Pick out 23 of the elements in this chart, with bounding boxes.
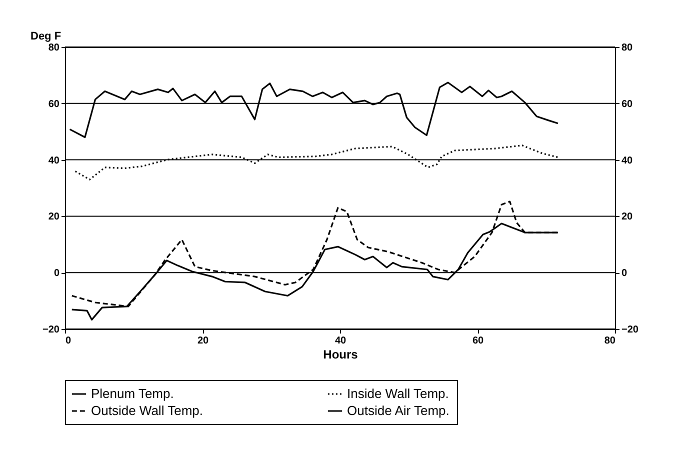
legend-label: Outside Air Temp. xyxy=(347,403,450,418)
legend-label: Plenum Temp. xyxy=(91,386,174,401)
y2-tick-label: 20 xyxy=(622,212,634,223)
y-tick-label: 80 xyxy=(48,42,60,54)
x-tick-label: 20 xyxy=(197,336,209,346)
x-tick-label: 0 xyxy=(66,336,72,346)
y2-tick-label: −20 xyxy=(622,324,639,336)
y-tick-label: 20 xyxy=(48,212,60,223)
y-tick-label: 0 xyxy=(54,268,60,280)
x-tick-label: 60 xyxy=(472,336,484,346)
y-tick-label: 60 xyxy=(48,98,60,110)
legend-label: Outside Wall Temp. xyxy=(91,403,203,418)
y2-tick-label: 0 xyxy=(622,268,628,280)
x-tick-label: 80 xyxy=(604,336,616,346)
y2-tick-label: 60 xyxy=(622,98,634,110)
x-axis-title: Hours xyxy=(323,348,358,362)
legend-label: Inside Wall Temp. xyxy=(347,386,449,401)
y-tick-label: −20 xyxy=(42,324,60,336)
y-tick-label: 40 xyxy=(48,155,60,166)
y-axis-title: Deg F xyxy=(30,30,62,42)
y2-tick-label: 80 xyxy=(622,42,634,54)
x-tick-label: 40 xyxy=(334,336,346,346)
y2-tick-label: 40 xyxy=(622,155,634,166)
